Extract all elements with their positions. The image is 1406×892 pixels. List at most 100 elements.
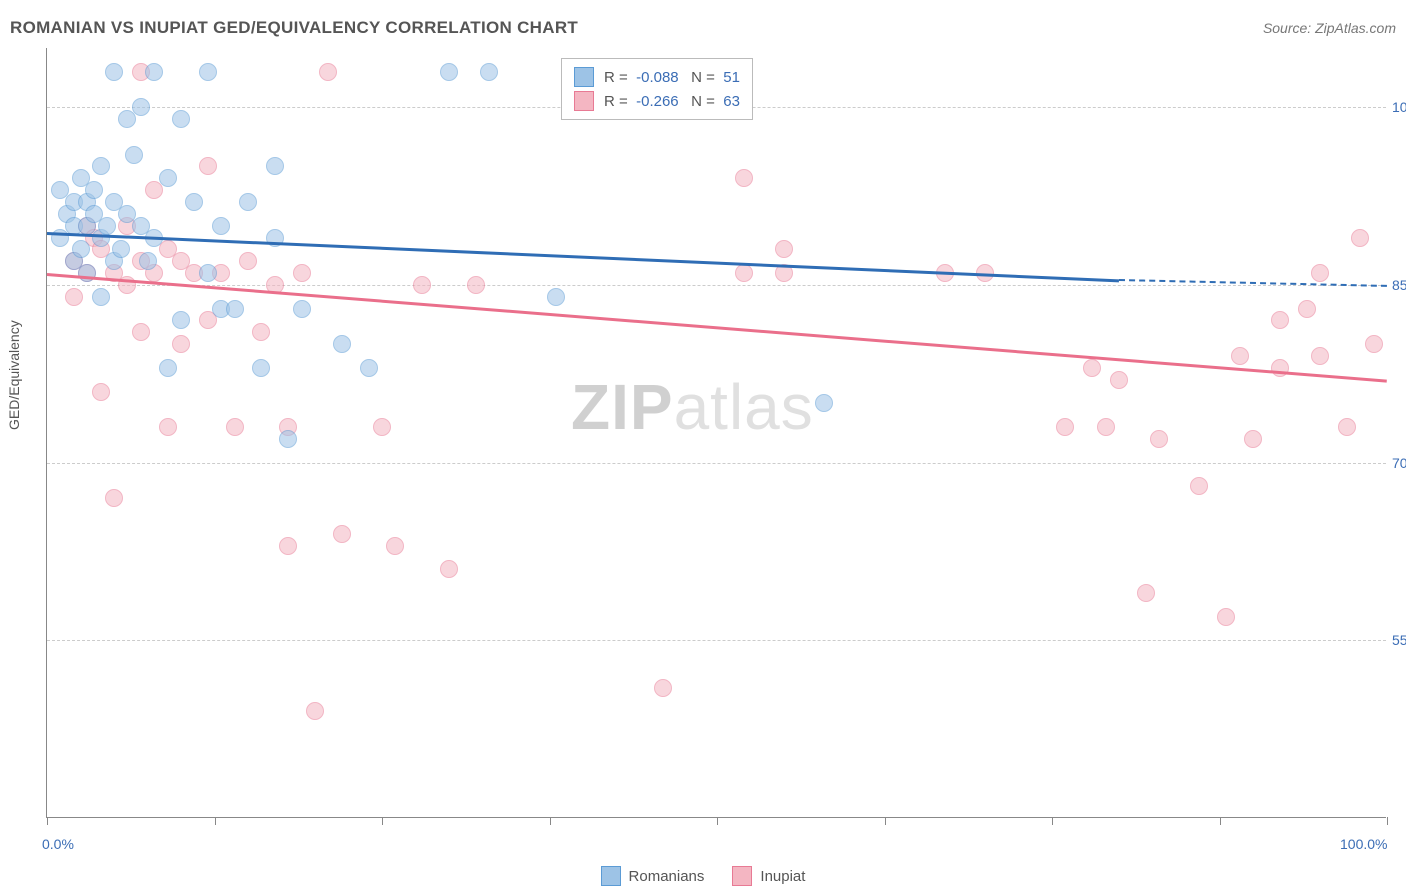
stats-text-romanians: R = -0.088 N = 51	[604, 69, 740, 86]
x-tick	[1387, 817, 1388, 825]
legend-item-romanians: Romanians	[601, 866, 705, 886]
y-tick-label: 70.0%	[1392, 455, 1406, 471]
data-point-inupiat	[1110, 371, 1128, 389]
legend-item-inupiat: Inupiat	[732, 866, 805, 886]
data-point-romanians	[92, 157, 110, 175]
data-point-romanians	[815, 394, 833, 412]
header: ROMANIAN VS INUPIAT GED/EQUIVALENCY CORR…	[10, 18, 1396, 38]
data-point-inupiat	[373, 418, 391, 436]
data-point-romanians	[226, 300, 244, 318]
data-point-romanians	[92, 288, 110, 306]
data-point-romanians	[440, 63, 458, 81]
data-point-inupiat	[1338, 418, 1356, 436]
data-point-inupiat	[1244, 430, 1262, 448]
watermark-light: atlas	[674, 371, 814, 443]
legend: Romanians Inupiat	[0, 866, 1406, 886]
data-point-inupiat	[1351, 229, 1369, 247]
data-point-romanians	[480, 63, 498, 81]
data-point-romanians	[139, 252, 157, 270]
stats-row-romanians: R = -0.088 N = 51	[574, 65, 740, 89]
data-point-romanians	[172, 311, 190, 329]
x-tick-label: 100.0%	[1340, 836, 1387, 852]
data-point-inupiat	[386, 537, 404, 555]
data-point-romanians	[279, 430, 297, 448]
data-point-inupiat	[293, 264, 311, 282]
x-tick	[717, 817, 718, 825]
legend-label-romanians: Romanians	[629, 868, 705, 885]
data-point-romanians	[98, 217, 116, 235]
data-point-romanians	[360, 359, 378, 377]
data-point-inupiat	[1190, 477, 1208, 495]
data-point-inupiat	[239, 252, 257, 270]
data-point-inupiat	[1311, 347, 1329, 365]
x-tick	[1052, 817, 1053, 825]
data-point-inupiat	[775, 240, 793, 258]
data-point-romanians	[159, 169, 177, 187]
data-point-inupiat	[333, 525, 351, 543]
stats-swatch-romanians	[574, 67, 594, 87]
data-point-inupiat	[413, 276, 431, 294]
data-point-inupiat	[252, 323, 270, 341]
data-point-romanians	[132, 98, 150, 116]
data-point-romanians	[199, 63, 217, 81]
watermark: ZIPatlas	[571, 370, 814, 444]
data-point-romanians	[78, 264, 96, 282]
data-point-inupiat	[1097, 418, 1115, 436]
chart-container: ROMANIAN VS INUPIAT GED/EQUIVALENCY CORR…	[0, 0, 1406, 892]
trend-line	[47, 273, 1387, 382]
chart-title: ROMANIAN VS INUPIAT GED/EQUIVALENCY CORR…	[10, 18, 578, 38]
data-point-inupiat	[172, 335, 190, 353]
data-point-inupiat	[440, 560, 458, 578]
data-point-inupiat	[306, 702, 324, 720]
gridline	[47, 463, 1386, 464]
stats-text-inupiat: R = -0.266 N = 63	[604, 93, 740, 110]
data-point-inupiat	[1056, 418, 1074, 436]
y-tick-label: 100.0%	[1392, 99, 1406, 115]
stats-row-inupiat: R = -0.266 N = 63	[574, 89, 740, 113]
x-tick	[382, 817, 383, 825]
data-point-romanians	[293, 300, 311, 318]
source-attribution: Source: ZipAtlas.com	[1263, 20, 1396, 36]
data-point-romanians	[199, 264, 217, 282]
x-tick	[1220, 817, 1221, 825]
data-point-inupiat	[279, 537, 297, 555]
gridline	[47, 640, 1386, 641]
data-point-romanians	[145, 63, 163, 81]
data-point-inupiat	[467, 276, 485, 294]
x-tick-label: 0.0%	[42, 836, 74, 852]
legend-swatch-inupiat	[732, 866, 752, 886]
data-point-romanians	[105, 63, 123, 81]
plot-area: ZIPatlas 55.0%70.0%85.0%100.0%R = -0.088…	[46, 48, 1386, 818]
data-point-romanians	[159, 359, 177, 377]
x-tick	[550, 817, 551, 825]
data-point-romanians	[212, 217, 230, 235]
data-point-inupiat	[105, 489, 123, 507]
data-point-inupiat	[1271, 311, 1289, 329]
stats-legend: R = -0.088 N = 51 R = -0.266 N = 63	[561, 58, 753, 120]
data-point-inupiat	[1083, 359, 1101, 377]
data-point-inupiat	[1137, 584, 1155, 602]
data-point-romanians	[85, 181, 103, 199]
x-tick	[215, 817, 216, 825]
data-point-inupiat	[226, 418, 244, 436]
data-point-romanians	[112, 240, 130, 258]
data-point-romanians	[547, 288, 565, 306]
data-point-romanians	[185, 193, 203, 211]
y-tick-label: 85.0%	[1392, 277, 1406, 293]
data-point-inupiat	[1311, 264, 1329, 282]
data-point-inupiat	[159, 418, 177, 436]
data-point-inupiat	[654, 679, 672, 697]
y-axis-label: GED/Equivalency	[6, 320, 22, 430]
data-point-inupiat	[735, 264, 753, 282]
data-point-inupiat	[132, 323, 150, 341]
data-point-inupiat	[319, 63, 337, 81]
x-tick	[885, 817, 886, 825]
y-tick-label: 55.0%	[1392, 632, 1406, 648]
data-point-romanians	[172, 110, 190, 128]
data-point-inupiat	[1365, 335, 1383, 353]
data-point-inupiat	[1231, 347, 1249, 365]
data-point-romanians	[252, 359, 270, 377]
legend-swatch-romanians	[601, 866, 621, 886]
watermark-bold: ZIP	[571, 371, 674, 443]
data-point-inupiat	[1150, 430, 1168, 448]
